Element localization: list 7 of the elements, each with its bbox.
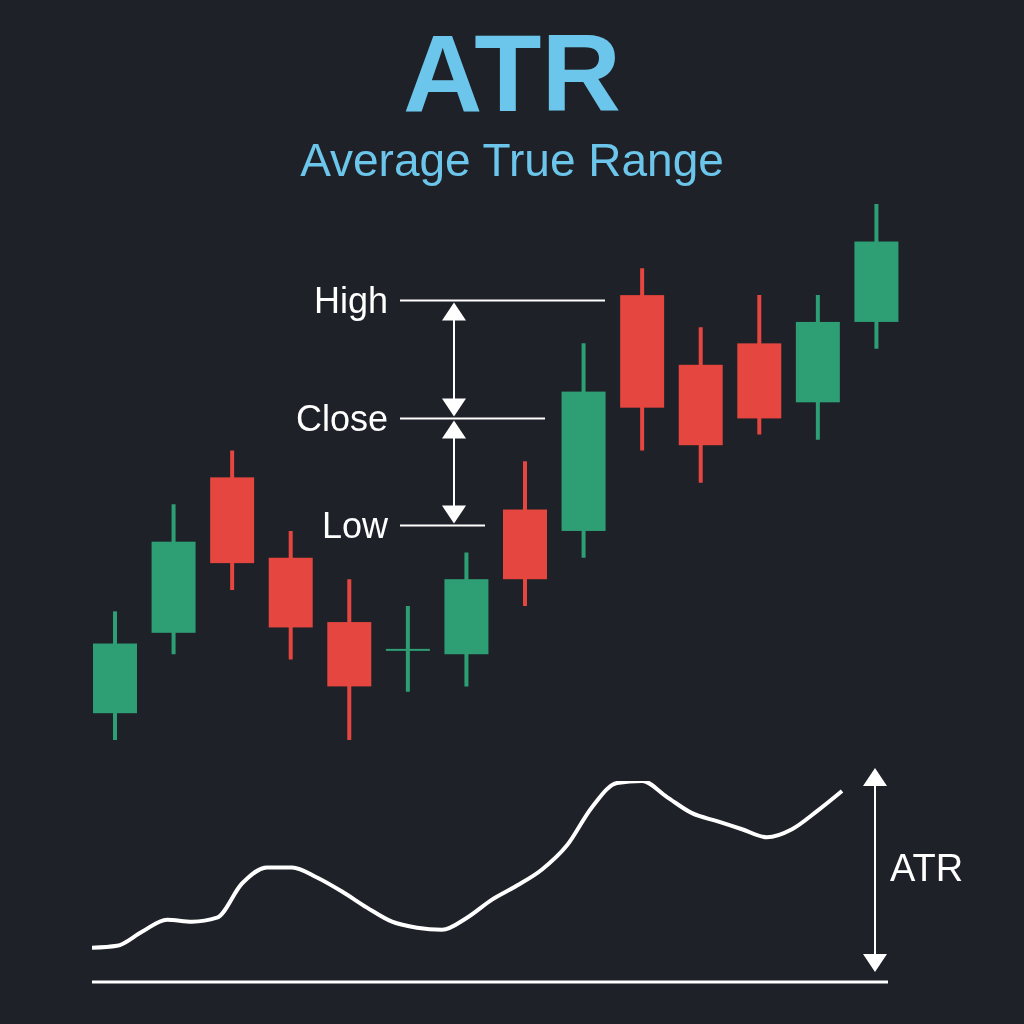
chart-title: ATR bbox=[402, 10, 622, 136]
text: ATR bbox=[890, 847, 964, 889]
annotation: High bbox=[313, 279, 388, 321]
annotation: Low bbox=[321, 505, 389, 547]
chart-subtitle: Average True Range bbox=[299, 133, 725, 188]
annotation: Close bbox=[295, 397, 388, 439]
candlestick bbox=[385, 606, 430, 692]
